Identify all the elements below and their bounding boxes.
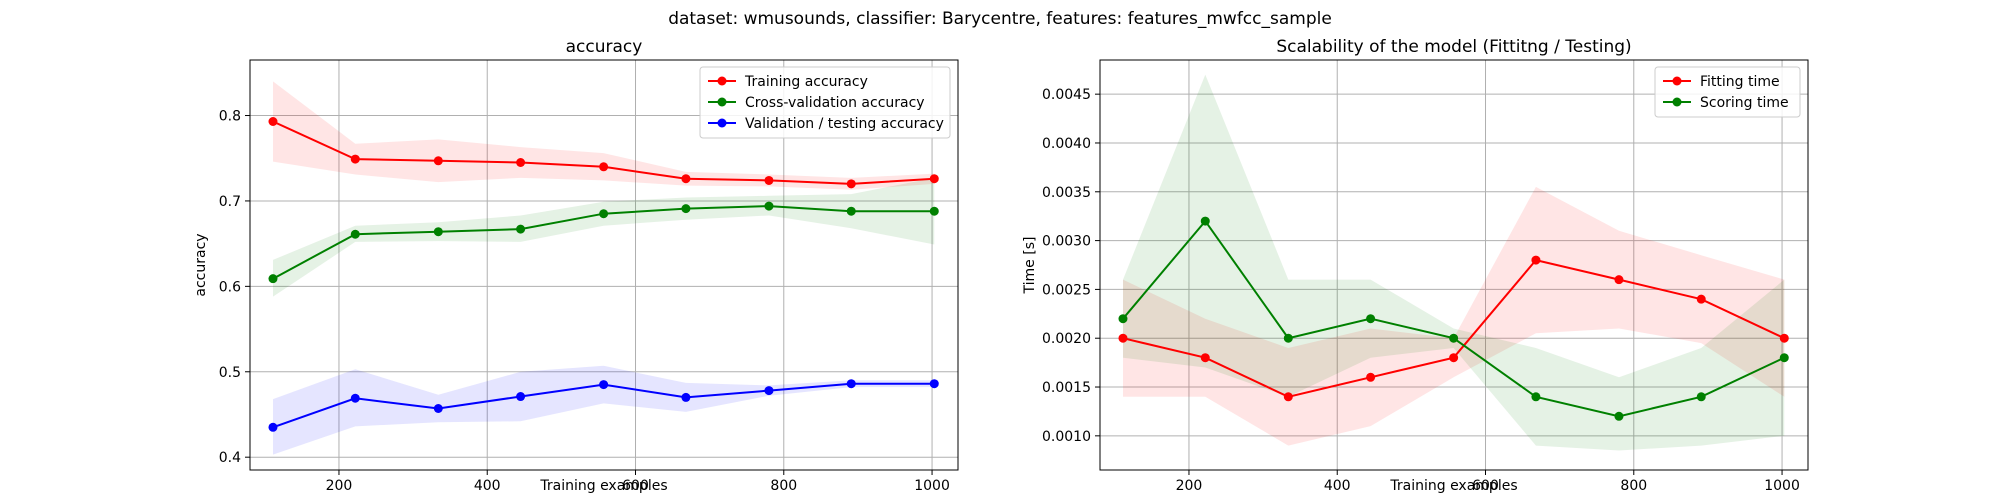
scoring-time-band — [1123, 74, 1785, 451]
training-accuracy-point — [599, 162, 609, 172]
fitting-time-point — [1118, 333, 1128, 343]
legend-entry: Fitting time — [1700, 74, 1780, 90]
legend-marker — [717, 97, 727, 107]
training-accuracy-point — [681, 174, 691, 184]
y-tick-label: 0.0045 — [1042, 87, 1091, 103]
x-tick-label: 400 — [474, 478, 501, 494]
fitting-time-point — [1283, 392, 1293, 402]
axes-frame — [1099, 59, 1809, 471]
y-tick-label: 0.6 — [219, 279, 241, 295]
y-axis-label: Time [s] — [1022, 237, 1038, 295]
x-axis-label: Training examples — [539, 478, 667, 494]
cross-validation-accuracy-point — [599, 209, 609, 219]
fitting-time-point — [1200, 353, 1210, 363]
validation-testing-accuracy-point — [268, 422, 278, 432]
x-axis-label: Training examples — [1389, 478, 1517, 494]
cross-validation-accuracy-point — [681, 204, 691, 214]
validation-testing-accuracy-point — [681, 392, 691, 402]
fitting-time-point — [1696, 294, 1706, 304]
y-tick-label: 0.0010 — [1042, 429, 1091, 445]
legend-entry: Validation / testing accuracy — [745, 116, 944, 132]
x-tick-label: 800 — [770, 478, 797, 494]
legend-entry: Scoring time — [1700, 95, 1789, 111]
cross-validation-accuracy-point — [350, 229, 360, 239]
legend-marker — [1672, 97, 1682, 107]
validation-testing-accuracy-point — [516, 392, 526, 402]
fitting-time-point — [1614, 275, 1624, 285]
training-accuracy-point — [350, 154, 360, 164]
cross-validation-accuracy-point — [516, 224, 526, 234]
axes-title: accuracy — [566, 37, 643, 57]
validation-testing-accuracy-point — [929, 379, 939, 389]
scoring-time-point — [1118, 314, 1128, 324]
fitting-time-point — [1449, 353, 1459, 363]
training-accuracy-point — [516, 158, 526, 167]
legend: Fitting time Scoring time — [1654, 66, 1801, 118]
fitting-time-point — [1366, 372, 1376, 382]
x-tick-label: 1000 — [914, 478, 950, 494]
validation-testing-accuracy-point — [846, 379, 856, 389]
cross-validation-accuracy-point — [433, 227, 443, 237]
x-tick-label: 200 — [1176, 478, 1203, 494]
training-accuracy-point — [268, 117, 278, 126]
accuracy-plot: 200 400 600 800 1000 0.4 0.5 0.6 0.7 0.8 accuracy T… — [193, 37, 959, 494]
validation-testing-accuracy-point — [433, 404, 443, 413]
y-tick-label: 0.0040 — [1042, 136, 1091, 152]
y-tick-label: 0.7 — [219, 194, 241, 210]
y-tick-label: 0.4 — [219, 450, 241, 466]
training-accuracy-point — [764, 175, 774, 185]
y-tick-label: 0.0030 — [1042, 234, 1091, 250]
scoring-time-point — [1696, 392, 1706, 402]
cross-validation-accuracy-point — [764, 201, 774, 211]
figure-suptitle: dataset: wmusounds, classifier: Barycent… — [668, 9, 1332, 29]
validation-testing-accuracy-point — [350, 393, 360, 403]
x-tick-label: 200 — [326, 478, 353, 494]
y-tick-label: 0.0020 — [1042, 331, 1091, 347]
legend-marker — [717, 76, 727, 86]
legend-box — [1654, 66, 1801, 118]
y-tick-label: 0.8 — [219, 109, 241, 125]
scalability-plot: 200 400 600 800 1000 0.0010 0.0015 0.0020 0.0025… — [1022, 37, 1809, 494]
scoring-time-point — [1283, 333, 1293, 343]
training-accuracy-point — [846, 179, 856, 189]
y-tick-label: 0.0025 — [1042, 282, 1091, 298]
validation-testing-accuracy-band — [273, 365, 935, 455]
y-tick-label: 0.0035 — [1042, 185, 1091, 201]
fitting-time-point — [1779, 333, 1789, 343]
training-accuracy-point — [929, 174, 939, 184]
scoring-time-point — [1531, 392, 1541, 402]
y-tick-label: 0.0015 — [1042, 380, 1091, 396]
fitting-time-band — [1123, 186, 1785, 446]
legend-box — [699, 66, 951, 139]
legend-entry: Cross-validation accuracy — [745, 95, 925, 111]
x-tick-label: 800 — [1620, 478, 1647, 494]
validation-testing-accuracy-point — [599, 380, 609, 390]
y-axis-label: accuracy — [193, 233, 209, 296]
cross-validation-accuracy-point — [846, 206, 856, 216]
x-tick-label: 600 — [1472, 478, 1499, 494]
cross-validation-accuracy-point — [929, 206, 939, 216]
scoring-time-point — [1614, 411, 1624, 421]
axes-frame — [249, 59, 959, 471]
scoring-time-point — [1366, 314, 1376, 324]
fitting-time-point — [1531, 255, 1541, 265]
cross-validation-accuracy-band — [273, 177, 935, 297]
legend: Training accuracy Cross-validation accura… — [699, 66, 951, 139]
y-tick-label: 0.5 — [219, 365, 241, 381]
training-accuracy-point — [433, 156, 443, 166]
x-tick-label: 400 — [1324, 478, 1351, 494]
legend-marker — [717, 118, 727, 128]
legend-entry: Training accuracy — [744, 74, 868, 90]
scoring-time-point — [1449, 333, 1459, 343]
scoring-time-point — [1779, 353, 1789, 363]
validation-testing-accuracy-point — [764, 386, 774, 396]
scoring-time-point — [1200, 216, 1210, 226]
legend-marker — [1672, 76, 1682, 86]
x-tick-label: 600 — [622, 478, 649, 494]
axes-title: Scalability of the model (Fittitng / Tes… — [1276, 37, 1631, 57]
cross-validation-accuracy-point — [268, 274, 278, 284]
x-tick-label: 1000 — [1764, 478, 1800, 494]
